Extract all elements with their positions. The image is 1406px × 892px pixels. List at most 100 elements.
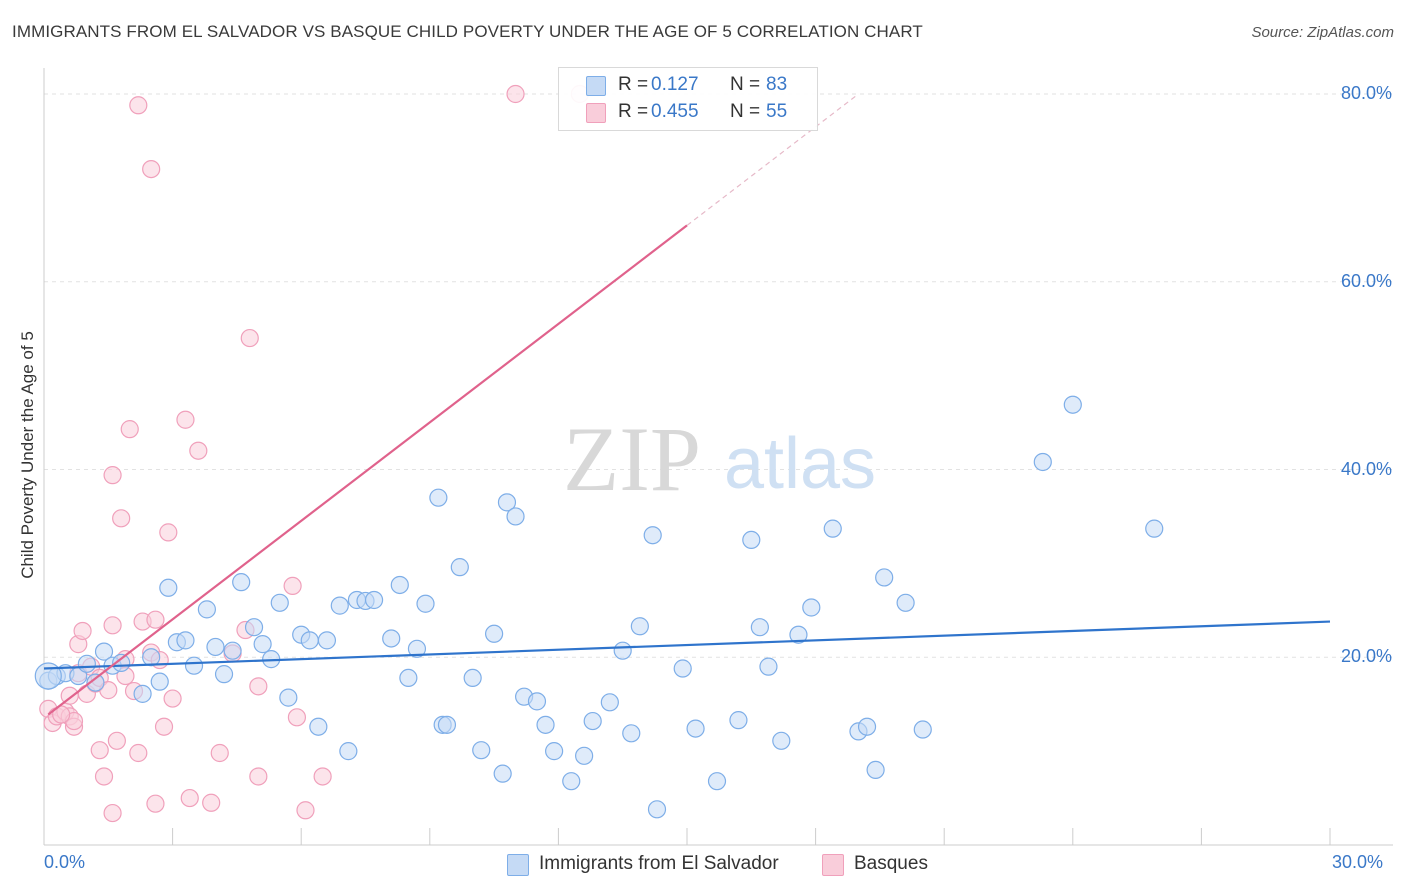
el-salvador-point: [214, 665, 234, 684]
el-salvador-point: [463, 668, 482, 688]
el-salvador-point: [729, 711, 748, 730]
el-salvador-point: [772, 731, 791, 750]
el-salvador-point: [506, 507, 525, 526]
el-salvador-point: [857, 717, 877, 736]
el-salvador-point: [493, 764, 512, 783]
el-salvador-point: [407, 639, 427, 658]
el-salvador-point: [583, 711, 602, 731]
el-salvador-point: [875, 568, 894, 587]
basques-point: [154, 717, 174, 736]
r-label: R =: [618, 101, 649, 122]
y-tick-label: 60.0%: [1340, 270, 1392, 291]
el-salvador-point: [270, 593, 289, 612]
el-salvador-point: [789, 625, 808, 644]
legend-swatch-pink: [822, 854, 844, 876]
legend-label: Basques: [854, 853, 928, 874]
el-salvador-point: [176, 631, 195, 650]
el-salvador-point: [866, 760, 885, 780]
el-salvador-point: [339, 742, 358, 761]
el-salvador-point: [1145, 519, 1164, 538]
el-salvador-point: [643, 526, 662, 545]
el-salvador-point: [300, 631, 319, 650]
n-label: N =: [730, 74, 761, 95]
el-salvador-point: [232, 573, 251, 592]
el-salvador-point: [206, 637, 225, 657]
basques-point: [180, 788, 199, 808]
el-salvador-point: [382, 629, 401, 648]
el-salvador-point: [686, 719, 705, 738]
basques-trend-line: [47, 224, 688, 716]
el-salvador-point: [759, 657, 778, 676]
y-tick-label: 80.0%: [1340, 83, 1392, 103]
el-salvador-point: [913, 720, 932, 739]
legend-swatch-blue: [586, 76, 606, 96]
el-salvador-point: [497, 493, 517, 512]
el-salvador-point: [184, 656, 204, 675]
el-salvador-point: [485, 624, 504, 643]
stats-legend: R = 0.127 N = 83 R = 0.455 N = 55: [558, 67, 818, 131]
el-salvador-point: [244, 618, 264, 637]
n-value: 83: [766, 74, 788, 95]
el-salvador-point: [150, 672, 169, 691]
basques-point: [129, 96, 148, 115]
basques-point: [129, 743, 148, 763]
basques-point: [296, 801, 315, 820]
watermark: ZIP atlas: [563, 408, 876, 510]
el-salvador-point: [896, 593, 915, 612]
legend-label: Immigrants from El Salvador: [539, 853, 779, 874]
el-salvador-point: [742, 530, 761, 550]
basques-point: [120, 420, 139, 439]
el-salvador-point: [223, 641, 242, 660]
y-tick-label: 20.0%: [1340, 646, 1392, 667]
el-salvador-point: [159, 578, 178, 597]
axes: [43, 68, 1393, 846]
basques-point: [249, 767, 268, 786]
el-salvador-point: [600, 693, 619, 712]
trend-lines: [43, 93, 1331, 716]
el-salvador-point: [613, 641, 632, 660]
watermark-zip: ZIP: [563, 408, 701, 510]
el-salvador-point: [399, 668, 418, 688]
el-salvador-point: [429, 488, 448, 507]
x-tick-label-max: 30.0%: [1332, 852, 1384, 872]
el-salvador-point: [133, 684, 152, 703]
basques-point: [506, 84, 525, 104]
el-salvador-point: [673, 659, 692, 678]
source-label: Source: ZipAtlas.com: [1251, 24, 1394, 41]
el-salvador-point: [750, 618, 769, 637]
el-salvador-point: [575, 746, 594, 765]
el-salvador-point: [86, 673, 105, 692]
basques-point: [210, 743, 229, 763]
basques-point: [94, 767, 114, 786]
basques-point: [287, 708, 307, 727]
basques-point: [146, 794, 165, 813]
el-salvador-point: [390, 575, 409, 595]
el-salvador-point: [802, 598, 821, 617]
el-salvador-point: [197, 600, 216, 619]
r-value: 0.455: [651, 101, 699, 122]
data-points: [34, 84, 1164, 823]
n-label: N =: [730, 101, 761, 122]
el-salvador-point: [112, 653, 131, 672]
el-salvador-point: [545, 742, 564, 761]
el-salvador-trend-line: [43, 620, 1331, 670]
basques-point: [202, 793, 221, 812]
basques-point: [313, 767, 332, 786]
el-salvador-point: [450, 558, 469, 577]
r-value: 0.127: [651, 74, 699, 95]
el-salvador-point: [94, 642, 114, 661]
grid-lines: [44, 93, 1393, 658]
el-salvador-point: [1063, 395, 1082, 414]
el-salvador-point: [416, 594, 435, 613]
el-salvador-point: [253, 635, 272, 654]
el-salvador-point: [142, 648, 161, 667]
el-salvador-point: [309, 717, 328, 736]
basques-point: [189, 441, 208, 460]
el-salvador-point: [1033, 452, 1052, 472]
el-salvador-point: [630, 617, 649, 636]
el-salvador-point: [34, 662, 62, 690]
r-label: R =: [618, 74, 649, 95]
el-salvador-point: [536, 715, 555, 734]
basques-point: [142, 160, 161, 179]
basques-point: [176, 410, 195, 429]
